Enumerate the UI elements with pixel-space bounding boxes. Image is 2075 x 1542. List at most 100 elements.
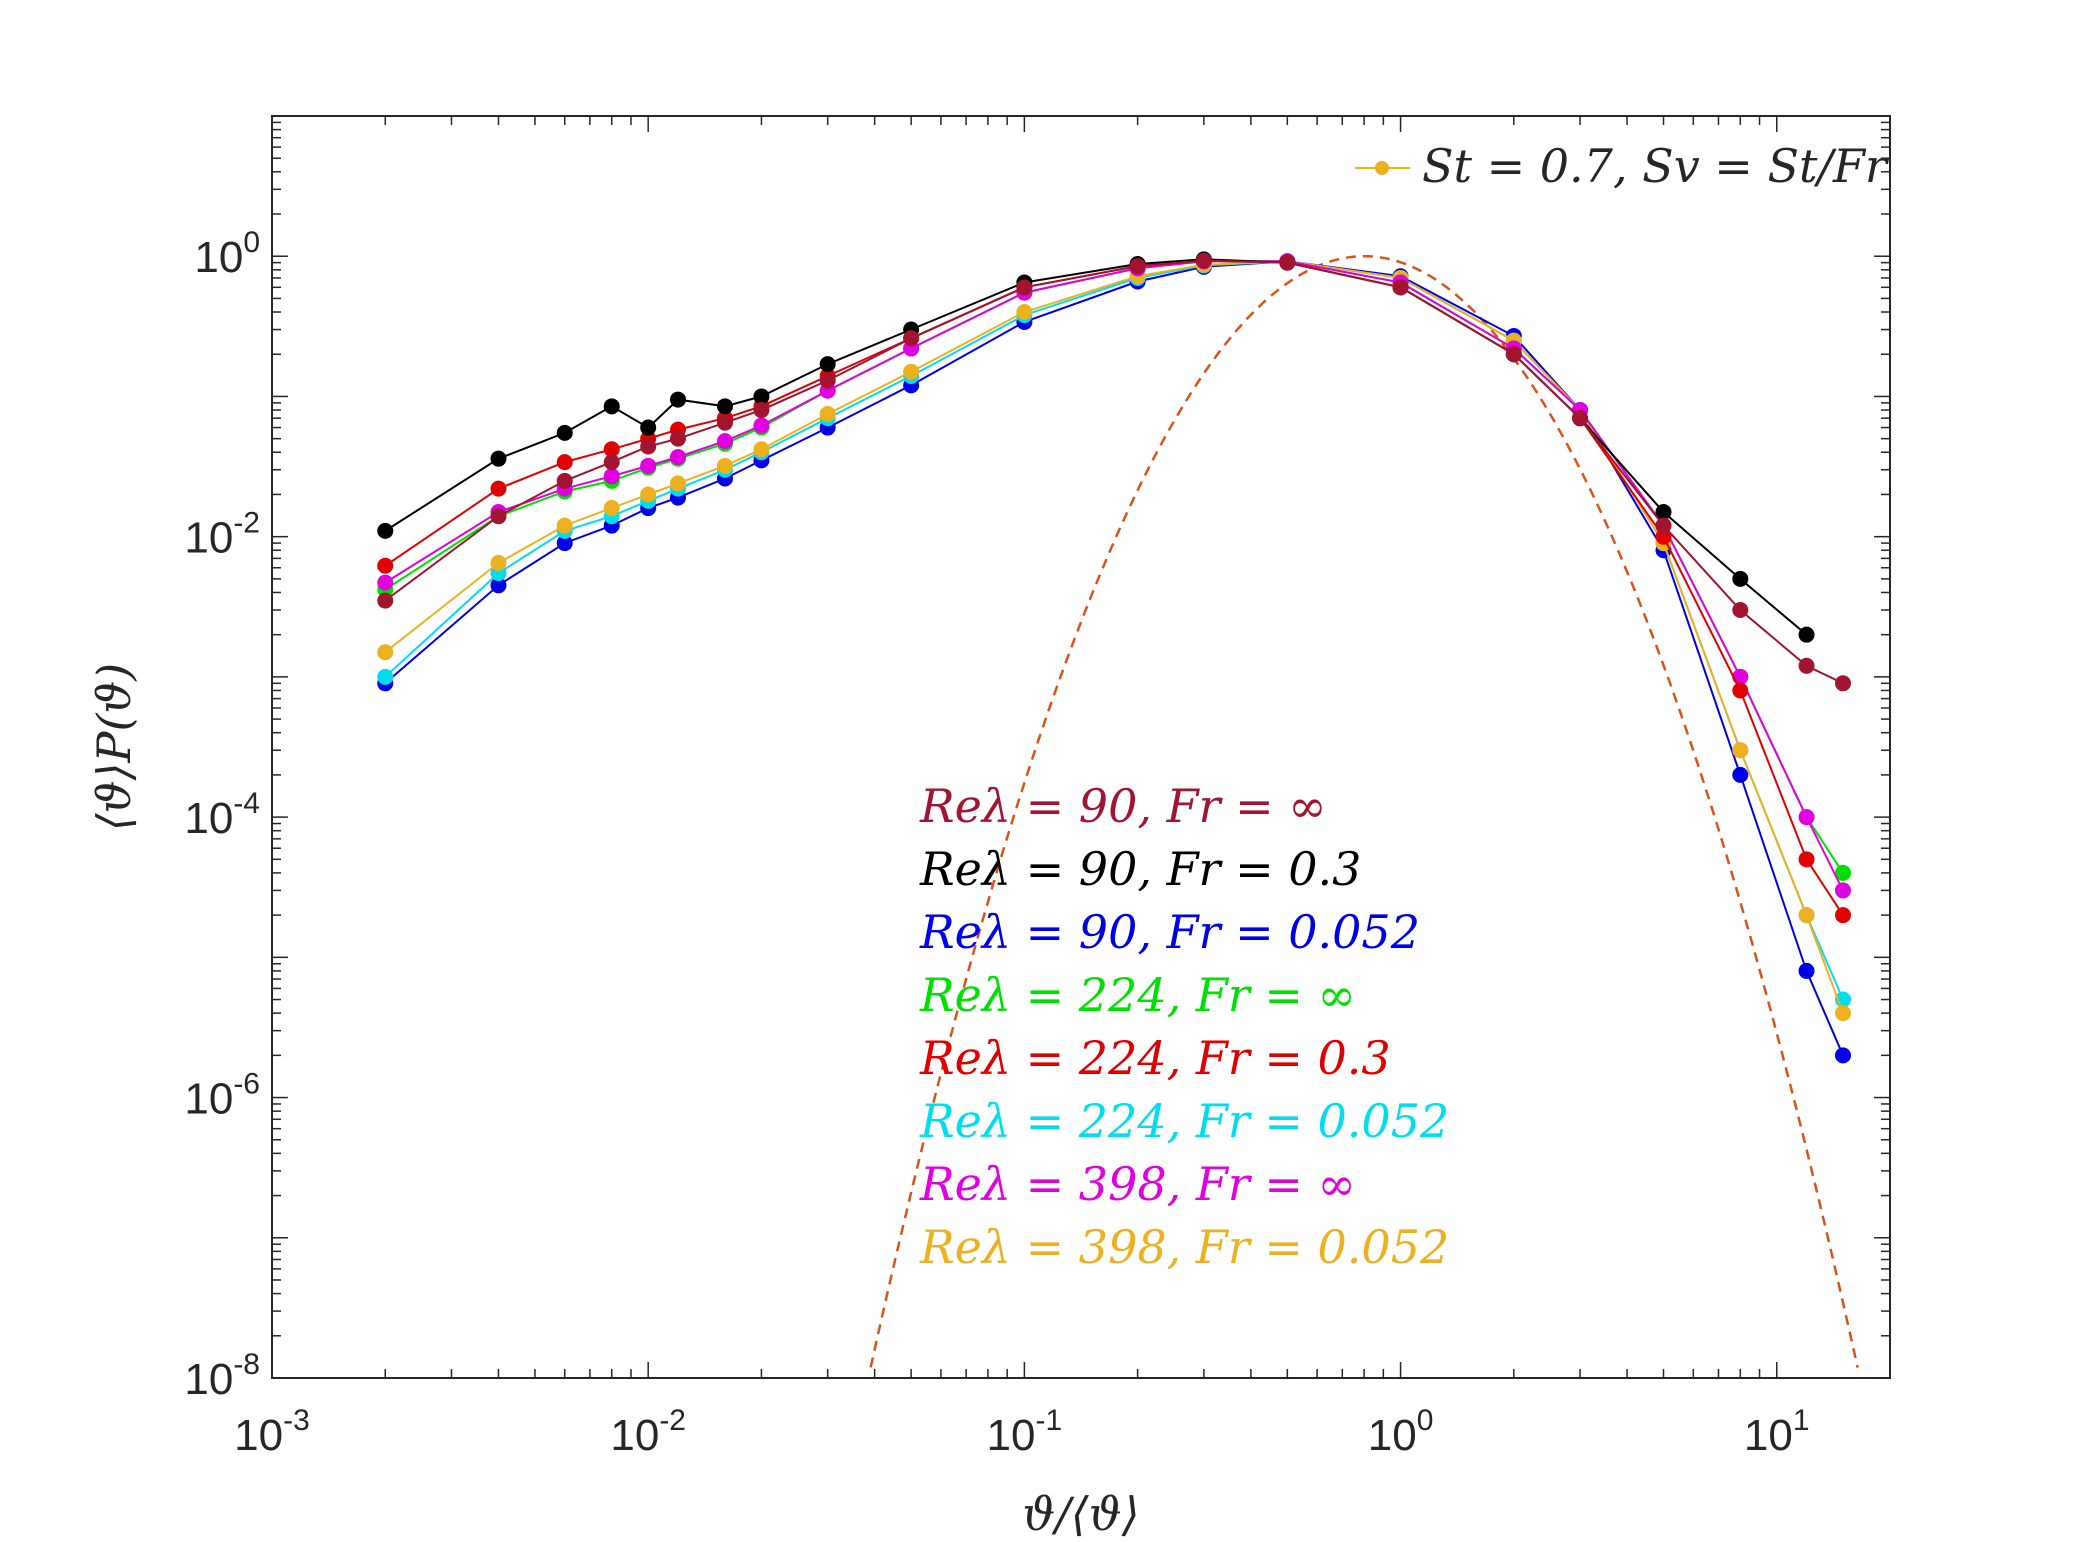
data-point (1572, 410, 1589, 427)
data-point (1655, 528, 1672, 545)
data-point (1732, 766, 1749, 783)
data-point (556, 424, 573, 441)
data-point (556, 454, 573, 471)
y-axis-label: ⟨ϑ⟩P(ϑ) (87, 663, 141, 832)
data-point (669, 391, 686, 408)
data-point (819, 372, 836, 389)
data-point (1798, 657, 1815, 674)
x-tick-label: 100 (1368, 1404, 1434, 1460)
data-point (603, 398, 620, 415)
data-point (669, 430, 686, 447)
data-point (640, 419, 657, 436)
y-tick-label: 10-6 (184, 1068, 260, 1124)
data-point (490, 508, 507, 525)
y-tick-label: 10-8 (184, 1348, 260, 1404)
data-point (556, 472, 573, 489)
data-point (1834, 1047, 1851, 1064)
data-point (640, 457, 657, 474)
legend-label: St = 0.7, Sv = St/Fr (1422, 139, 1890, 193)
data-point (1016, 304, 1033, 321)
series-layer (377, 251, 1851, 1064)
data-point (753, 441, 770, 458)
data-point (603, 500, 620, 517)
data-point (716, 414, 733, 431)
data-point (603, 468, 620, 485)
data-point (1505, 346, 1522, 363)
series-0 (377, 252, 1851, 692)
x-tick-labels: 10-3 10-2 10-1 100 101 (234, 1404, 1809, 1460)
data-point (603, 441, 620, 458)
data-point (1834, 882, 1851, 899)
data-point (1798, 907, 1815, 924)
data-point (377, 668, 394, 685)
data-point (640, 438, 657, 455)
data-point (490, 554, 507, 571)
x-tick-label: 10-3 (234, 1404, 310, 1460)
reference-curve (869, 254, 1859, 1368)
data-point (1834, 1005, 1851, 1022)
series-annotation: Reλ = 398, Fr = 0.052 (919, 1220, 1449, 1274)
data-point (490, 480, 507, 497)
data-point (1798, 851, 1815, 868)
data-point (1834, 907, 1851, 924)
series-annotation: Reλ = 90, Fr = ∞ (919, 779, 1327, 833)
data-point (1798, 962, 1815, 979)
data-point (753, 388, 770, 405)
y-tick-label: 10-2 (184, 507, 260, 563)
data-point (556, 535, 573, 552)
y-tick-label: 100 (194, 226, 260, 282)
data-point (377, 644, 394, 661)
data-point (377, 592, 394, 609)
data-point (377, 574, 394, 591)
x-tick-label: 10-2 (610, 1404, 686, 1460)
data-point (753, 402, 770, 419)
data-point (716, 457, 733, 474)
data-point (819, 356, 836, 373)
series-annotation: Reλ = 224, Fr = 0.3 (919, 1031, 1391, 1085)
data-point (377, 522, 394, 539)
data-point (377, 557, 394, 574)
legend-marker (1375, 161, 1389, 175)
data-point (1732, 601, 1749, 618)
data-point (1798, 626, 1815, 643)
data-point (903, 363, 920, 380)
x-tick-label: 10-1 (987, 1404, 1063, 1460)
plot-frame (271, 115, 1891, 1379)
y-tick-labels: 100 10-2 10-4 10-6 10-8 (184, 226, 260, 1404)
x-tick-label: 101 (1744, 1404, 1810, 1460)
data-point (1279, 254, 1296, 271)
series-6 (377, 253, 1851, 899)
data-point (1732, 682, 1749, 699)
data-point (1834, 864, 1851, 881)
data-point (1732, 570, 1749, 587)
data-point (1834, 675, 1851, 692)
data-point (819, 405, 836, 422)
series-annotation: Reλ = 224, Fr = 0.052 (919, 1094, 1449, 1148)
data-point (1655, 503, 1672, 520)
data-point (753, 417, 770, 434)
series-annotation: Reλ = 90, Fr = 0.052 (919, 905, 1420, 959)
data-point (1016, 279, 1033, 296)
data-point (1195, 252, 1212, 269)
series-annotations: Reλ = 90, Fr = ∞ Reλ = 90, Fr = 0.3 Reλ = … (919, 779, 1449, 1274)
data-point (1732, 742, 1749, 759)
data-point (716, 398, 733, 415)
data-point (1392, 279, 1409, 296)
series-annotation: Reλ = 398, Fr = ∞ (919, 1157, 1356, 1211)
data-point (716, 433, 733, 450)
data-point (640, 486, 657, 503)
legend: St = 0.7, Sv = St/Fr (1355, 139, 1890, 193)
data-point (556, 517, 573, 534)
data-point (903, 330, 920, 347)
x-axis-label: ϑ/⟨ϑ⟩ (1022, 1487, 1139, 1541)
data-point (1129, 258, 1146, 275)
data-point (1655, 517, 1672, 534)
data-point (1798, 809, 1815, 826)
data-point (669, 475, 686, 492)
data-point (669, 448, 686, 465)
data-point (490, 450, 507, 467)
series-annotation: Reλ = 224, Fr = ∞ (919, 968, 1356, 1022)
data-point (603, 454, 620, 471)
plot-area (272, 116, 1890, 1378)
